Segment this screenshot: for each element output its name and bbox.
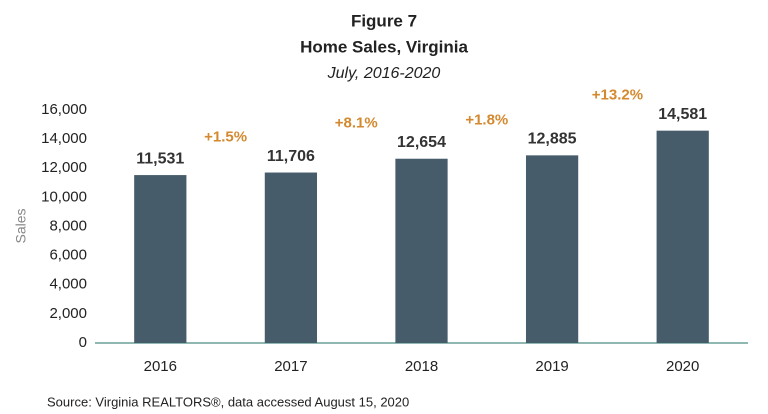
x-tick-label: 2017	[274, 358, 307, 375]
x-tick-label: 2016	[144, 358, 177, 375]
y-axis-label: Sales	[13, 208, 29, 243]
y-tick-label: 0	[79, 334, 87, 351]
y-tick-label: 12,000	[41, 159, 87, 176]
x-tick-label: 2020	[666, 358, 699, 375]
change-annotation: +8.1%	[335, 115, 378, 132]
y-tick-label: 8,000	[49, 217, 87, 234]
y-tick-label: 16,000	[41, 101, 87, 118]
bar	[264, 172, 318, 343]
source: Source: Virginia REALTORS®, data accesse…	[47, 394, 409, 409]
value-label: 12,885	[528, 131, 577, 148]
y-tick-label: 14,000	[41, 130, 87, 147]
change-annotation: +1.8%	[465, 111, 508, 128]
value-label: 12,654	[397, 134, 446, 151]
y-tick-label: 2,000	[49, 305, 87, 322]
bar	[134, 175, 187, 343]
value-label: 11,706	[267, 148, 315, 165]
change-annotation: +1.5%	[204, 129, 247, 146]
value-label: 14,581	[658, 106, 707, 123]
y-tick-label: 6,000	[49, 247, 87, 264]
change-annotation: +13.2%	[592, 87, 643, 104]
x-tick-label: 2018	[405, 358, 438, 375]
y-tick-label: 4,000	[49, 276, 87, 293]
value-label: 11,531	[136, 150, 184, 167]
bar	[395, 158, 448, 343]
chart-subtitle: Home Sales, Virginia	[300, 37, 468, 56]
chart-title: Figure 7	[351, 11, 417, 30]
x-tick-label: 2019	[535, 358, 568, 375]
y-tick-label: 10,000	[41, 188, 87, 205]
bar	[656, 130, 709, 343]
bar	[525, 155, 579, 343]
chart-period: July, 2016-2020	[327, 65, 441, 82]
